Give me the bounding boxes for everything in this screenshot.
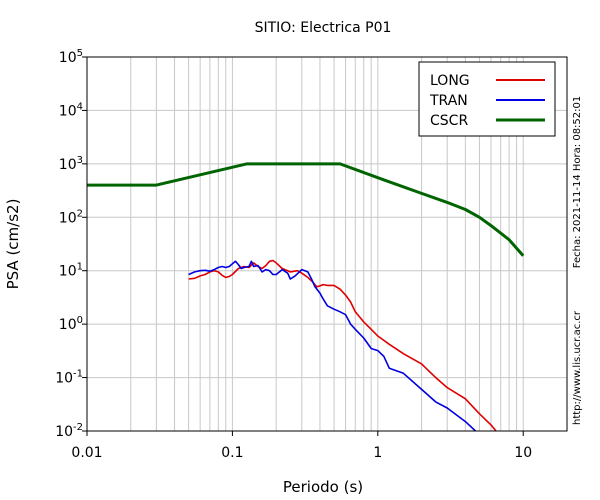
grid (86, 56, 568, 432)
legend-label: CSCR (430, 113, 468, 129)
y-tick-label: 100 (59, 315, 83, 333)
y-tick-label: 104 (59, 101, 83, 119)
plot-frame (86, 56, 568, 432)
x-tick-label: 0.01 (71, 445, 102, 461)
website-annotation: http://www.lis.ucr.ac.cr (572, 310, 583, 425)
x-tick-label: 10 (514, 445, 532, 461)
curves (87, 162, 525, 432)
x-tick-label: 1 (373, 445, 382, 461)
series-tran-line (188, 260, 477, 432)
x-axis-label: Periodo (s) (283, 478, 363, 496)
legend-label: LONG (430, 73, 470, 89)
y-tick-label: 10-2 (55, 422, 83, 440)
legend-label: TRAN (429, 93, 468, 109)
y-tick-label: 103 (59, 155, 83, 173)
x-tick-label: 0.1 (221, 445, 243, 461)
timestamp-annotation: Fecha: 2021-11-14 Hora: 08:52:01 (572, 96, 583, 269)
chart-title: SITIO: Electrica P01 (255, 20, 392, 36)
y-axis-ticks: 10-2 10-1 100 101 102 103 104 105 (55, 48, 87, 440)
y-tick-label: 102 (59, 208, 83, 226)
y-axis-label: PSA (cm/s2) (4, 199, 22, 290)
y-tick-label: 10-1 (55, 369, 83, 387)
series-long-line (188, 259, 497, 432)
series-cscr-line (87, 162, 525, 257)
x-axis-ticks: 0.01 0.1 1 10 (71, 431, 532, 461)
y-tick-label: 101 (59, 262, 83, 280)
legend: LONG TRAN CSCR (418, 61, 556, 137)
y-tick-label: 105 (59, 48, 83, 66)
